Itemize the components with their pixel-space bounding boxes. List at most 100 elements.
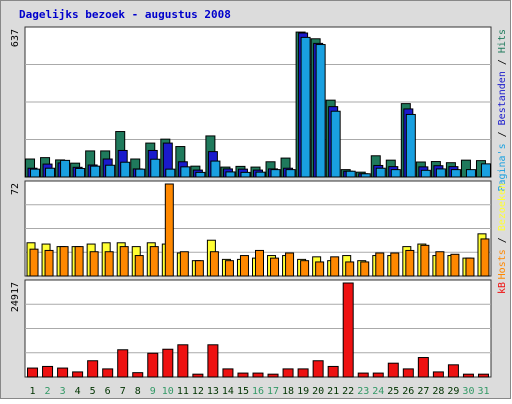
x-tick-label-day-31: 31 xyxy=(477,386,489,397)
hits-panel-bar-paginas-day-7 xyxy=(120,161,131,178)
x-tick-label-day-28: 28 xyxy=(432,386,444,397)
x-tick-label-day-1: 1 xyxy=(30,386,36,397)
kb-panel-bar-kb-day-7 xyxy=(117,349,129,378)
hits-panel-bar-paginas-day-2 xyxy=(45,167,56,178)
visits-panel-bar-hosts-day-6 xyxy=(104,251,114,277)
hits-panel: 637 Pagina's / Bestanden / Hits xyxy=(10,26,508,192)
hits-panel-bar-paginas-day-10 xyxy=(165,168,176,178)
visits-panel-bar-hosts-day-11 xyxy=(179,251,189,277)
kb-panel-bar-kb-day-23 xyxy=(357,372,369,378)
kb-panel-bar-kb-day-18 xyxy=(282,368,294,378)
kb-panel-bar-kb-day-17 xyxy=(267,373,279,378)
kb-panel-bar-kb-day-15 xyxy=(237,372,249,378)
hits-panel-bar-paginas-day-17 xyxy=(270,169,281,178)
kb-panel-bar-kb-day-28 xyxy=(432,371,444,378)
visits-panel-bar-hosts-day-18 xyxy=(285,252,295,277)
hits-panel-bar-paginas-day-22 xyxy=(345,170,356,178)
hits-panel-bar-paginas-day-11 xyxy=(180,166,191,178)
kb-panel-bar-kb-day-19 xyxy=(297,368,309,378)
visits-panel-bar-hosts-day-14 xyxy=(224,260,234,277)
x-tick-label-day-25: 25 xyxy=(387,386,399,397)
kb-panel-bar-kb-day-1 xyxy=(27,367,39,378)
hits-panel-legend-item-1: / xyxy=(497,125,508,143)
visits-panel-bar-hosts-day-22 xyxy=(345,261,355,277)
kb-panel-bar-kb-day-31 xyxy=(477,373,489,378)
kb-panel-bar-kb-day-26 xyxy=(402,368,414,378)
kb-panel-bar-kb-day-10 xyxy=(162,348,174,378)
x-tick-label-day-18: 18 xyxy=(282,386,294,397)
kb-panel-bar-kb-day-16 xyxy=(252,372,264,378)
visits-panel-bar-hosts-day-15 xyxy=(239,255,249,277)
hits-panel-bar-paginas-day-8 xyxy=(135,168,146,178)
hits-panel-legend-item-2: Bestanden xyxy=(497,71,508,125)
visits-panel-bar-hosts-day-24 xyxy=(375,252,385,277)
hits-panel-bar-paginas-day-26 xyxy=(405,113,416,178)
hits-panel-bar-paginas-day-31 xyxy=(480,163,491,178)
x-tick-label-day-15: 15 xyxy=(237,386,249,397)
hits-panel-legend-item-0: Pagina's xyxy=(497,143,508,191)
visits-panel-bar-hosts-day-4 xyxy=(74,246,84,277)
panels-layer: 637 Pagina's / Bestanden / Hits 72 Hosts / … xyxy=(10,26,508,378)
hits-panel-bar-paginas-day-23 xyxy=(360,173,371,178)
kb-panel-bar-kb-day-29 xyxy=(447,364,459,378)
x-tick-label-day-13: 13 xyxy=(207,386,219,397)
kb-panel-bar-kb-day-3 xyxy=(57,367,69,378)
hits-panel-bar-paginas-day-1 xyxy=(30,168,41,178)
hits-panel-bar-paginas-day-27 xyxy=(420,169,431,178)
hits-panel-ymax-label: 637 xyxy=(10,29,21,47)
kb-panel-bar-kb-day-9 xyxy=(147,352,159,378)
hits-panel-bar-paginas-day-25 xyxy=(390,169,401,178)
hits-panel-bar-paginas-day-24 xyxy=(375,167,386,178)
x-tick-label-day-22: 22 xyxy=(342,386,354,397)
kb-panel-bar-kb-day-24 xyxy=(372,372,384,378)
x-tick-label-day-27: 27 xyxy=(417,386,429,397)
hits-panel-bar-paginas-day-15 xyxy=(240,171,251,178)
x-tick-label-day-7: 7 xyxy=(120,386,126,397)
visits-panel-bar-hosts-day-26 xyxy=(405,249,415,277)
kb-panel-bar-kb-day-27 xyxy=(417,357,429,378)
visits-panel-bar-hosts-day-9 xyxy=(149,246,159,277)
hits-panel-bar-paginas-day-6 xyxy=(105,164,116,178)
hits-panel-bar-paginas-day-18 xyxy=(285,169,296,178)
chart-title: Dagelijks bezoek - augustus 2008 xyxy=(19,8,231,21)
x-tick-label-day-14: 14 xyxy=(222,386,234,397)
hits-panel-bar-paginas-day-20 xyxy=(315,44,326,178)
hits-panel-bar-paginas-day-12 xyxy=(195,171,206,178)
kb-panel-bar-kb-day-12 xyxy=(192,373,204,378)
visits-panel-bar-hosts-day-30 xyxy=(465,257,475,277)
visits-panel-bar-hosts-day-7 xyxy=(119,246,129,277)
kb-panel-bar-kb-day-14 xyxy=(222,368,234,378)
x-tick-label-day-19: 19 xyxy=(297,386,309,397)
kb-panel-bar-kb-day-13 xyxy=(207,344,219,378)
hits-panel-bar-paginas-day-9 xyxy=(150,158,161,178)
visits-panel-legend-item-0: Hosts xyxy=(497,249,508,279)
x-tick-label-day-21: 21 xyxy=(327,386,339,397)
x-tick-label-day-23: 23 xyxy=(357,386,369,397)
hits-panel-bar-paginas-day-3 xyxy=(60,159,71,178)
x-tick-label-day-2: 2 xyxy=(45,386,51,397)
kb-panel-ymax-label: 24917 xyxy=(10,282,21,312)
x-tick-label-day-5: 5 xyxy=(90,386,96,397)
visits-panel-bar-hosts-day-8 xyxy=(134,255,144,277)
visits-panel-bar-hosts-day-17 xyxy=(270,257,280,277)
visits-panel-bar-hosts-day-21 xyxy=(330,256,340,277)
visits-panel-bar-hosts-day-23 xyxy=(360,261,370,277)
x-tick-label-day-26: 26 xyxy=(402,386,414,397)
hits-panel-bar-paginas-day-28 xyxy=(435,168,446,178)
kb-panel-bar-kb-day-22 xyxy=(342,282,354,378)
x-tick-label-day-17: 17 xyxy=(267,386,279,397)
visits-panel-bar-hosts-day-31 xyxy=(480,238,490,277)
x-tick-label-day-6: 6 xyxy=(105,386,111,397)
visits-panel-bar-hosts-day-27 xyxy=(420,244,430,277)
hits-panel-bar-paginas-day-14 xyxy=(225,171,236,178)
visits-panel-legend: Hosts / Bezoeken xyxy=(497,183,508,279)
visits-panel-bar-hosts-day-1 xyxy=(29,248,39,277)
kb-panel-bar-kb-day-21 xyxy=(327,365,339,378)
x-tick-label-day-24: 24 xyxy=(372,386,384,397)
visits-panel-ymax-label: 72 xyxy=(10,183,21,195)
x-tick-label-day-3: 3 xyxy=(60,386,66,397)
visits-panel-bar-hosts-day-10 xyxy=(164,183,174,277)
visits-panel: 72 Hosts / Bezoeken xyxy=(10,180,508,279)
